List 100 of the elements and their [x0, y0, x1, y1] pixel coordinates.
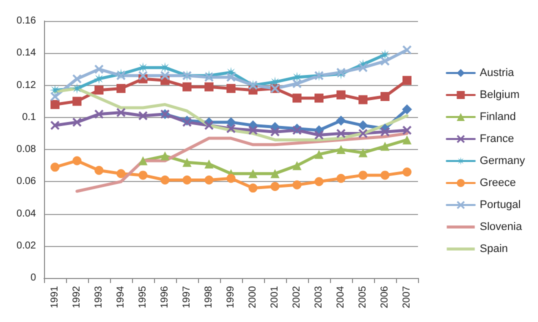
x-tick-label: 1993 — [94, 286, 104, 308]
x-tick-label: 2001 — [270, 286, 280, 308]
point — [226, 174, 236, 183]
point — [72, 96, 82, 106]
legend-label: Belgium — [480, 89, 520, 101]
point — [116, 169, 126, 178]
point — [138, 170, 148, 180]
point — [336, 128, 346, 138]
point — [72, 118, 82, 127]
point — [270, 76, 280, 88]
point — [204, 159, 214, 168]
point — [72, 74, 82, 84]
point — [336, 68, 346, 77]
point — [160, 62, 170, 74]
point — [204, 120, 214, 130]
point — [314, 150, 324, 159]
point — [50, 100, 60, 110]
x-tick-label: 2002 — [292, 286, 302, 308]
point — [248, 184, 258, 193]
point — [314, 94, 324, 103]
legend-label: Greece — [480, 177, 516, 189]
point — [204, 72, 214, 82]
point — [50, 120, 60, 130]
x-tick-label: 2005 — [358, 286, 368, 308]
point — [138, 62, 148, 74]
x-tick-label: 1992 — [72, 286, 82, 308]
x-tick-label: 1996 — [160, 286, 170, 308]
point — [72, 156, 82, 166]
legend-label: Austria — [480, 67, 515, 79]
point — [50, 162, 60, 172]
y-tick-label: 0.1 — [22, 112, 36, 123]
point — [292, 94, 302, 103]
point — [402, 45, 412, 54]
x-tick-label: 1998 — [204, 286, 214, 308]
point — [380, 92, 390, 101]
point — [182, 158, 192, 167]
point — [380, 170, 390, 180]
point — [358, 120, 368, 130]
point — [380, 56, 390, 66]
point — [292, 180, 302, 190]
point — [94, 73, 104, 84]
point — [160, 176, 170, 185]
y-tick-label: 0.16 — [16, 16, 36, 26]
point — [94, 64, 104, 74]
x-tick-label: 2006 — [380, 286, 390, 308]
point — [402, 126, 412, 135]
point — [138, 71, 148, 80]
point — [94, 166, 104, 175]
x-tick-label: 2003 — [314, 286, 324, 308]
point — [138, 156, 148, 166]
point — [292, 161, 302, 170]
point — [94, 110, 104, 119]
y-tick-label: 0 — [30, 272, 36, 284]
x-tick-label: 1995 — [138, 286, 148, 308]
y-tick-label: 0.02 — [16, 240, 36, 252]
point — [336, 116, 346, 126]
point — [72, 82, 82, 94]
point — [50, 84, 60, 96]
y-tick-label: 0.04 — [16, 208, 36, 220]
y-tick-label: 0.12 — [16, 80, 36, 91]
point — [160, 151, 170, 160]
legend-label: Finland — [480, 111, 516, 123]
legend-label: Germany — [480, 155, 526, 167]
point — [138, 111, 148, 120]
point — [160, 71, 170, 80]
x-tick-label: 2004 — [336, 286, 346, 308]
x-tick-label: 1997 — [182, 286, 192, 308]
legend-label: France — [480, 133, 514, 145]
point — [380, 49, 390, 60]
point — [402, 104, 412, 114]
point — [204, 82, 214, 92]
point — [270, 169, 280, 178]
point — [336, 174, 346, 183]
legend-label: Spain — [480, 243, 508, 255]
point — [358, 63, 368, 72]
x-tick-label: 1999 — [226, 286, 236, 308]
point — [226, 124, 236, 134]
point — [380, 142, 390, 151]
point — [402, 167, 412, 176]
point — [336, 90, 346, 100]
point — [270, 182, 280, 191]
point — [314, 177, 324, 186]
point — [116, 84, 126, 93]
point — [248, 126, 258, 135]
point — [358, 128, 368, 138]
point — [248, 169, 258, 178]
point — [358, 170, 368, 180]
y-tick-label: 0.08 — [16, 144, 36, 155]
point — [402, 135, 412, 144]
point — [50, 92, 60, 101]
point — [182, 176, 192, 185]
point — [358, 148, 368, 158]
point — [292, 72, 302, 83]
y-tick-label: 0.06 — [16, 176, 36, 188]
point — [336, 145, 346, 154]
legend-label: Portugal — [480, 199, 521, 211]
point — [380, 127, 390, 136]
point — [116, 108, 126, 118]
point — [226, 84, 236, 93]
point — [116, 71, 126, 80]
